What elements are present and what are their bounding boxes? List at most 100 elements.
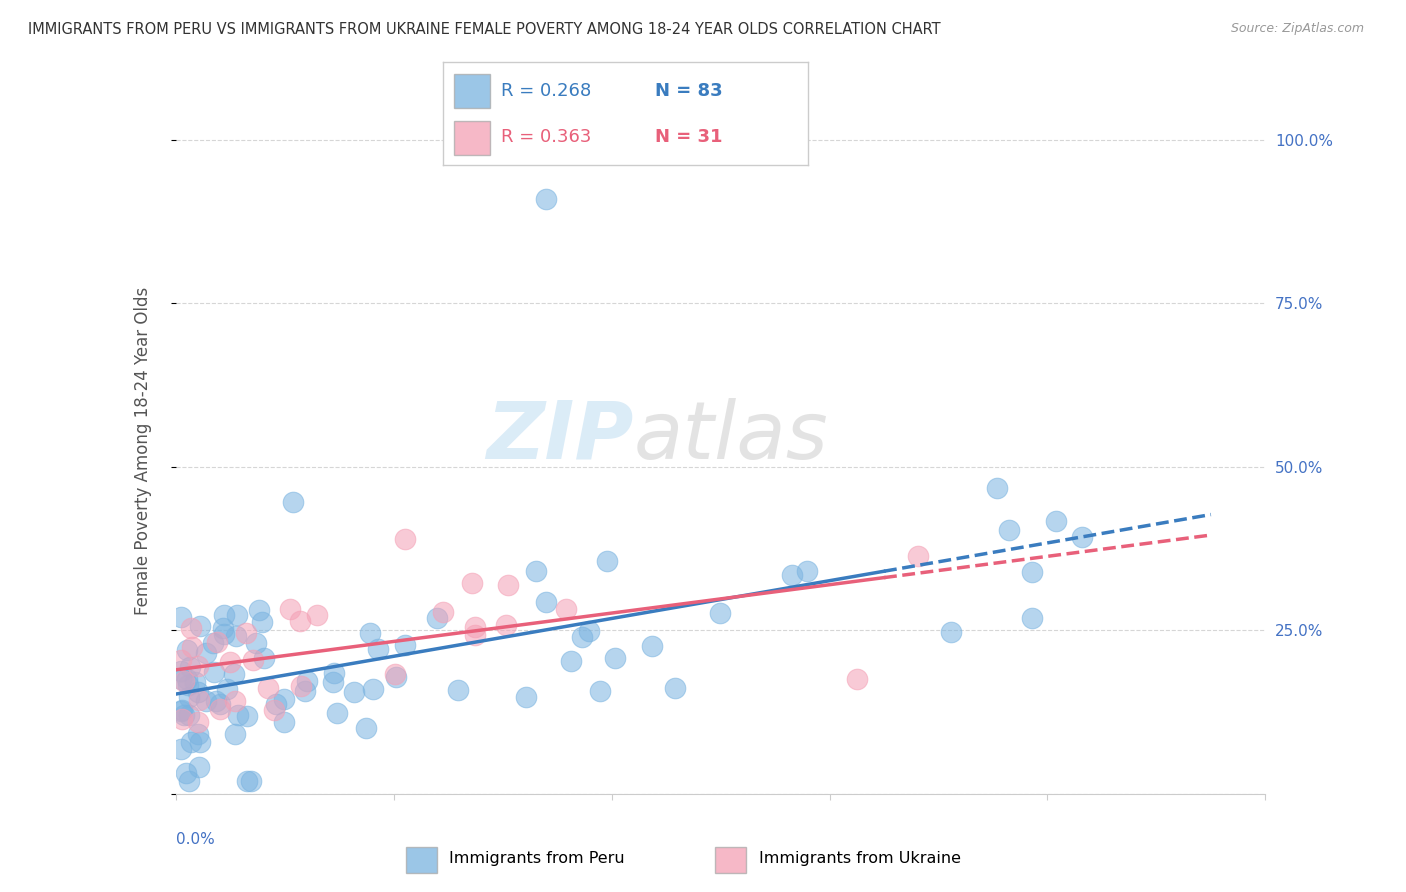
Point <box>179 660 201 674</box>
Point <box>209 698 232 712</box>
Point <box>177 690 200 704</box>
Point <box>172 712 194 726</box>
Point <box>170 653 193 667</box>
Y-axis label: Female Poverty Among 18-24 Year Olds: Female Poverty Among 18-24 Year Olds <box>134 286 152 615</box>
Point <box>290 679 312 693</box>
Point <box>170 665 193 679</box>
Point <box>177 707 200 722</box>
Point <box>426 610 449 624</box>
Point <box>322 674 344 689</box>
Point <box>247 603 270 617</box>
Text: R = 0.363: R = 0.363 <box>502 128 592 145</box>
Point <box>188 618 211 632</box>
Point <box>188 693 211 707</box>
Bar <box>406 847 437 872</box>
Point <box>447 682 470 697</box>
Point <box>240 773 263 788</box>
Point <box>176 672 198 686</box>
Point <box>555 602 578 616</box>
Point <box>235 625 257 640</box>
Point <box>515 690 537 705</box>
Point <box>195 693 218 707</box>
Point <box>464 627 486 641</box>
Point <box>495 618 517 632</box>
Point <box>174 765 197 780</box>
Point <box>245 635 267 649</box>
Point <box>297 673 319 688</box>
Point <box>1070 530 1092 544</box>
Point <box>242 653 264 667</box>
Point <box>571 630 593 644</box>
Point <box>236 708 259 723</box>
Point <box>187 684 209 698</box>
Point <box>294 683 316 698</box>
Point <box>288 615 311 629</box>
Point <box>224 727 246 741</box>
Point <box>343 685 366 699</box>
Text: atlas: atlas <box>633 398 828 475</box>
Point <box>208 702 231 716</box>
Point <box>281 495 304 509</box>
Point <box>205 634 228 648</box>
Point <box>204 694 226 708</box>
Point <box>384 666 406 681</box>
Point <box>225 608 247 623</box>
Bar <box>454 121 491 155</box>
Point <box>845 673 868 687</box>
Point <box>595 554 617 568</box>
Text: Immigrants from Peru: Immigrants from Peru <box>450 851 626 866</box>
Point <box>188 734 211 748</box>
Point <box>180 621 202 635</box>
Point <box>181 640 204 654</box>
Point <box>780 567 803 582</box>
Point <box>224 693 246 707</box>
Text: Source: ZipAtlas.com: Source: ZipAtlas.com <box>1230 22 1364 36</box>
Point <box>534 192 557 206</box>
Point <box>464 620 486 634</box>
Point <box>184 674 207 689</box>
Point <box>1021 611 1043 625</box>
Point <box>187 714 209 729</box>
Point <box>217 682 239 697</box>
Point <box>170 742 193 756</box>
Point <box>641 640 664 654</box>
Point <box>394 532 416 546</box>
Point <box>356 722 378 736</box>
Point <box>212 608 235 623</box>
Point <box>1021 565 1043 579</box>
Point <box>170 609 193 624</box>
Point <box>322 666 344 681</box>
Point <box>224 666 246 681</box>
Text: ZIP: ZIP <box>486 398 633 475</box>
Point <box>194 646 217 660</box>
Point <box>367 641 389 656</box>
Point <box>278 602 301 616</box>
Text: IMMIGRANTS FROM PERU VS IMMIGRANTS FROM UKRAINE FEMALE POVERTY AMONG 18-24 YEAR : IMMIGRANTS FROM PERU VS IMMIGRANTS FROM … <box>28 22 941 37</box>
Point <box>201 636 224 650</box>
Point <box>361 681 384 696</box>
Bar <box>716 847 747 872</box>
Point <box>187 727 209 741</box>
Point <box>266 697 288 711</box>
Point <box>170 704 193 718</box>
Point <box>664 681 686 695</box>
Point <box>941 624 963 639</box>
Point <box>326 706 349 720</box>
Point <box>536 595 558 609</box>
Point <box>498 578 520 592</box>
Point <box>250 615 273 629</box>
Point <box>461 575 484 590</box>
Point <box>603 651 626 665</box>
Point <box>524 565 547 579</box>
Point <box>1045 514 1067 528</box>
Point <box>394 638 416 652</box>
Text: 0.0%: 0.0% <box>176 831 215 847</box>
Point <box>225 629 247 643</box>
Point <box>180 734 202 748</box>
Point <box>253 651 276 665</box>
Point <box>560 654 582 668</box>
Point <box>257 681 280 695</box>
Point <box>188 759 211 773</box>
Point <box>202 665 225 680</box>
Point <box>170 672 193 686</box>
